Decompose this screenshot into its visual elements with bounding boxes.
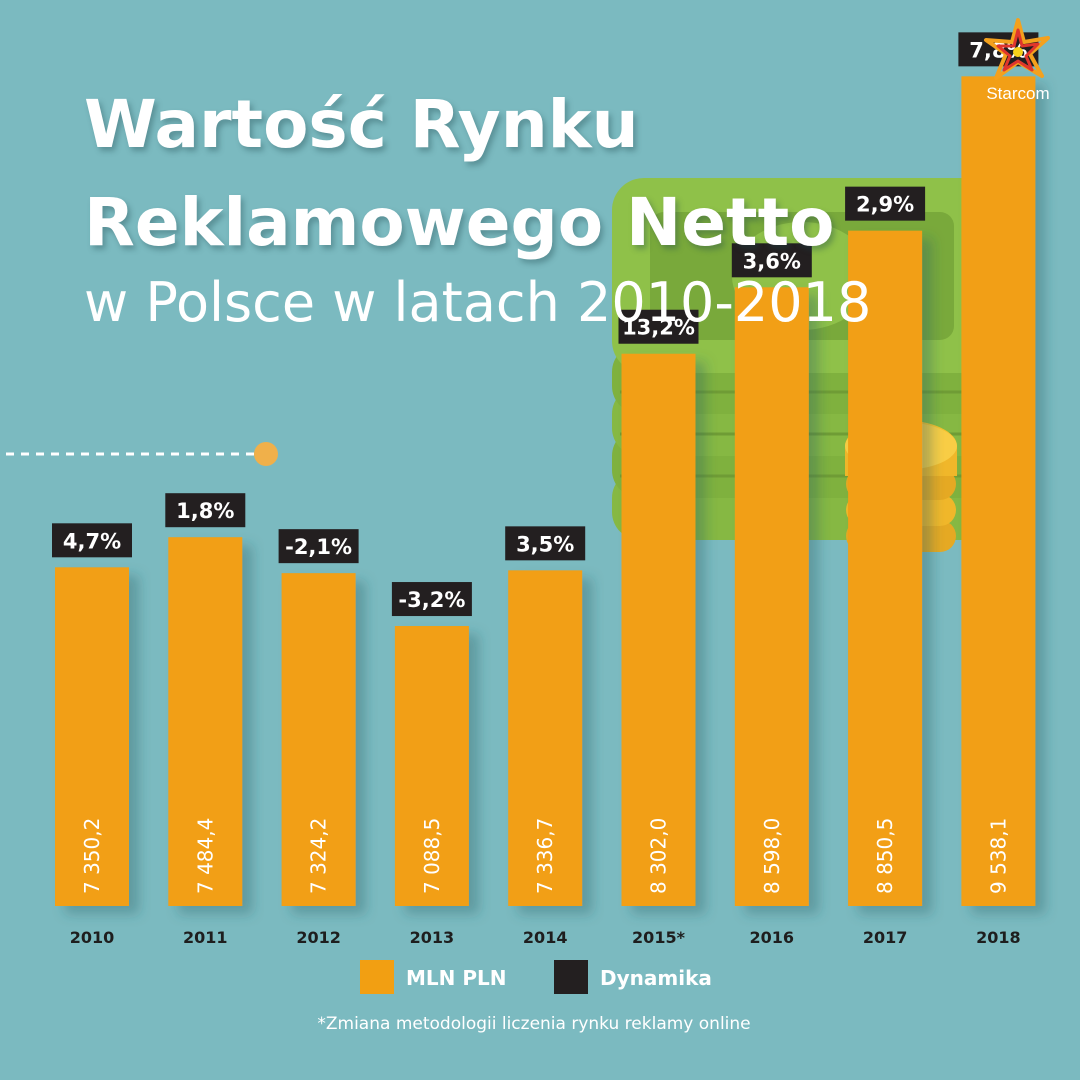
- x-axis-tick-label: 2016: [750, 928, 795, 947]
- bar-value-label: 8 598,0: [760, 818, 784, 894]
- bar-value-label: 9 538,1: [986, 818, 1010, 894]
- dynamika-label-box: [278, 529, 359, 564]
- decorative-dashed-line: [6, 442, 278, 466]
- logo-wordmark: Starcom: [986, 84, 1050, 103]
- bar-value-label: 7 350,2: [80, 818, 104, 894]
- dynamika-label: 13,2%: [622, 316, 695, 340]
- bar: [394, 626, 469, 906]
- x-axis-tick-label: 2011: [183, 928, 228, 947]
- dynamika-label: 3,6%: [743, 249, 801, 273]
- dynamika-label-box: [618, 309, 699, 344]
- dynamika-label-box: [845, 186, 926, 221]
- dynamika-label-box: [52, 523, 132, 558]
- x-axis-tick-label: 2018: [976, 928, 1021, 947]
- legend-label: Dynamika: [600, 966, 712, 990]
- dynamika-label: -2,1%: [285, 535, 352, 559]
- page-subtitle: w Polsce w latach 2010-2018: [84, 271, 872, 334]
- legend-swatch-black: [554, 960, 588, 994]
- page-title-line-1: Wartość Rynku: [84, 86, 639, 163]
- bar-value-label: 7 324,2: [307, 818, 331, 894]
- dynamika-label: 4,7%: [63, 529, 121, 553]
- legend-label: MLN PLN: [406, 966, 507, 990]
- dynamika-label-box: [505, 526, 586, 561]
- bar: [961, 76, 1036, 907]
- bar: [55, 567, 129, 906]
- bar-value-label: 7 336,7: [533, 818, 557, 894]
- x-axis-tick-label: 2015*: [632, 928, 686, 947]
- dynamika-label: 3,5%: [516, 532, 574, 556]
- x-axis-tick-label: 2013: [410, 928, 455, 947]
- bar: [734, 287, 809, 906]
- bar: [508, 570, 583, 906]
- dynamika-label: 2,9%: [856, 193, 914, 217]
- x-axis-tick-label: 2017: [863, 928, 908, 947]
- bar: [848, 230, 923, 906]
- x-axis-tick-label: 2014: [523, 928, 568, 947]
- dynamika-label-box: [165, 493, 246, 528]
- bar-value-label: 7 484,4: [193, 818, 217, 894]
- legend-swatch-orange: [360, 960, 394, 994]
- dynamika-label-box: [391, 582, 472, 617]
- x-axis-tick-label: 2010: [70, 928, 115, 947]
- bar-value-label: 7 088,5: [420, 818, 444, 894]
- starcom-star-icon: [984, 18, 1050, 80]
- bars-layer: 7 350,2 4,7% 2010 7 484,4 1,8% 2011 7 324,2 -2,…: [52, 32, 1039, 947]
- dynamika-label: -3,2%: [398, 588, 465, 612]
- bar-value-label: 8 850,5: [873, 818, 897, 894]
- bar: [621, 353, 696, 906]
- bar: [168, 537, 243, 906]
- bar-value-label: 8 302,0: [647, 818, 671, 894]
- starcom-logo: Starcom: [970, 16, 1066, 116]
- x-axis-tick-label: 2012: [296, 928, 341, 947]
- footnote: *Zmiana metodologii liczenia rynku rekla…: [317, 1014, 751, 1034]
- page-title-line-2: Reklamowego Netto: [84, 184, 835, 261]
- bar: [281, 573, 356, 906]
- dynamika-label-box: [731, 243, 812, 278]
- dynamika-label: 1,8%: [176, 499, 234, 523]
